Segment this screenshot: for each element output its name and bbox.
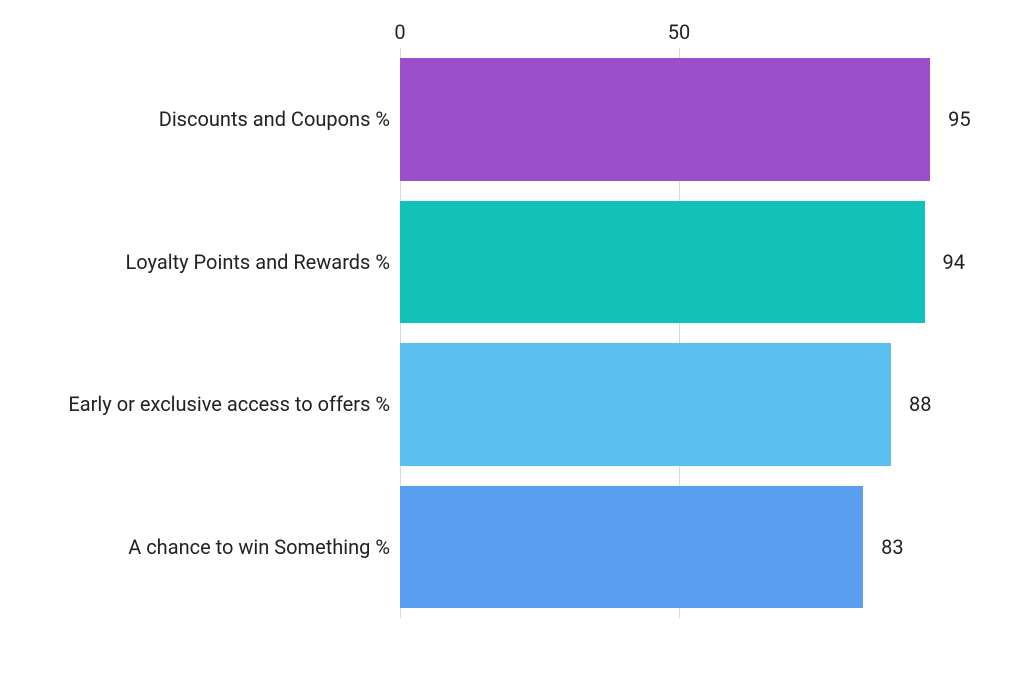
y-label-slot: A chance to win Something % — [30, 476, 390, 619]
y-label-slot: Discounts and Coupons % — [30, 48, 390, 191]
bar-slot: 94 — [400, 191, 958, 334]
x-tick-label: 0 — [394, 20, 405, 44]
y-label: Discounts and Coupons % — [159, 107, 390, 131]
y-label-slot: Early or exclusive access to offers % — [30, 333, 390, 476]
bar-value-label: 95 — [948, 107, 970, 131]
x-axis-ticks: 050 — [400, 20, 958, 40]
bar-slot: 95 — [400, 48, 958, 191]
bar — [400, 343, 891, 466]
y-axis-labels: Discounts and Coupons % Loyalty Points an… — [30, 48, 390, 618]
bars-group: 9594 88 83 — [400, 48, 958, 618]
bar-chart: 050 Discounts and Coupons %Loyalty Point… — [30, 20, 1000, 660]
y-label-slot: Loyalty Points and Rewards % — [30, 191, 390, 334]
bar-slot: 83 — [400, 476, 958, 619]
bar-value-label: 88 — [909, 392, 931, 416]
y-label: A chance to win Something % — [128, 535, 390, 559]
bar-value-label: 83 — [881, 535, 903, 559]
y-label: Loyalty Points and Rewards % — [126, 250, 391, 274]
bar-slot: 88 — [400, 333, 958, 476]
y-label: Early or exclusive access to offers % — [68, 392, 390, 416]
plot-area: 9594 88 83 — [400, 48, 958, 618]
x-tick-label: 50 — [668, 20, 690, 44]
bar — [400, 58, 930, 181]
bar-value-label: 94 — [943, 250, 965, 274]
bar — [400, 201, 925, 324]
bar — [400, 486, 863, 609]
